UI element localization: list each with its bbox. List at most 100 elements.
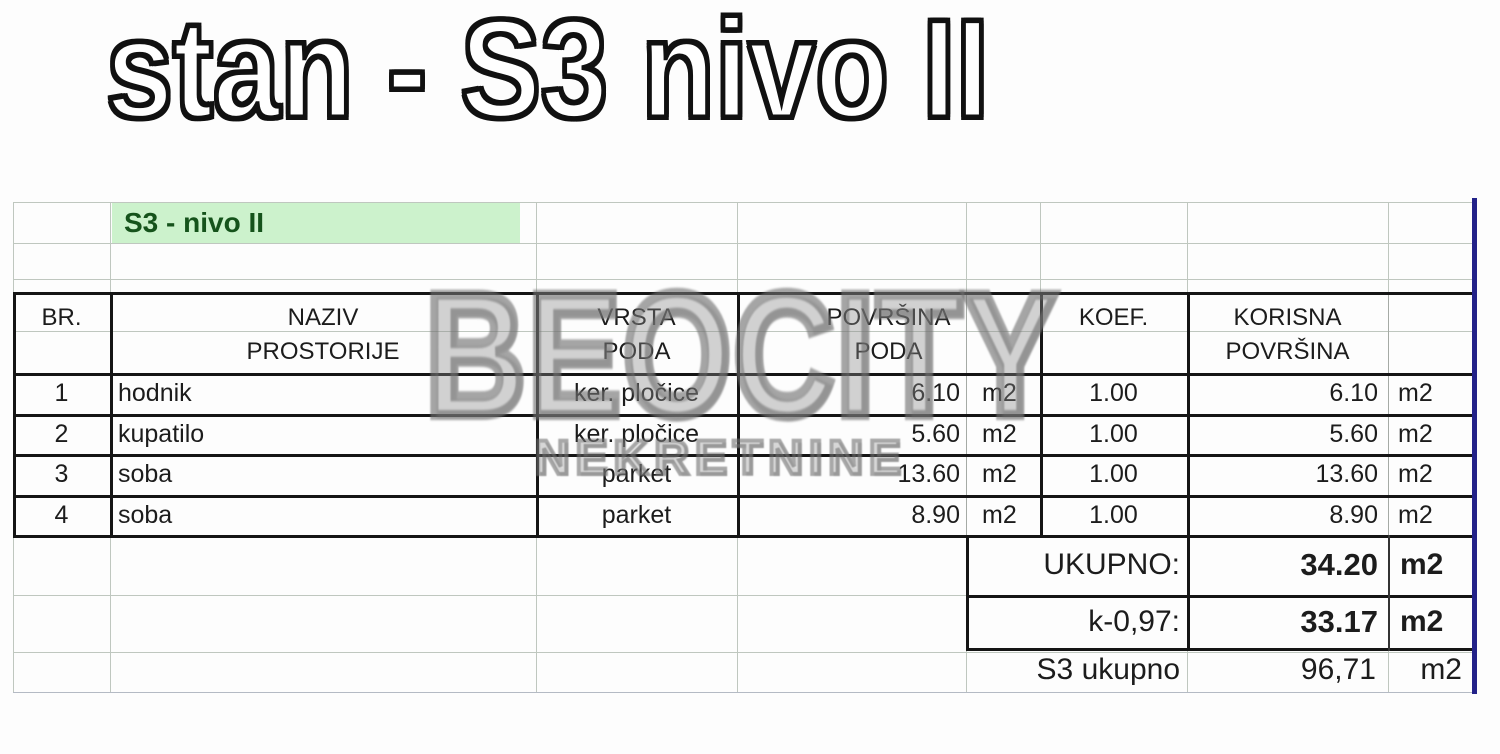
right-edge-border [1472,198,1477,694]
gridline-v [13,202,14,292]
header-korisna: KORISNA POVRŠINA [1187,295,1388,379]
border-v [737,292,740,538]
gridline-v [1388,292,1389,535]
border-h [13,414,1477,417]
cell-vrsta: ker. pločice [573,379,700,407]
gridline-v [110,202,111,292]
header-povrsina-line2: PODA [854,338,923,365]
header-korisna-line2: POVRŠINA [1225,338,1350,365]
gridline-v [1187,202,1188,292]
header-naziv-line1: NAZIV [287,304,359,331]
header-br-label: BR. [41,304,82,331]
gridline-h [13,331,1477,332]
cell-br: 4 [54,500,69,529]
cell-povrsina: 6.10 [911,379,960,407]
cell-korisna: 6.10 [1329,379,1378,407]
cell-unit2: m2 [1398,500,1433,529]
header-naziv: NAZIV PROSTORIJE [110,295,536,379]
header-povrsina-line1: POVRŠINA [826,304,951,331]
cell-naziv: soba [118,500,173,529]
gridline-v [966,648,967,692]
border-h [13,292,1477,295]
cell-vrsta: ker. pločice [573,419,700,448]
gridline-v [966,292,967,535]
border-v [13,292,16,538]
border-h [966,595,1477,598]
cell-unit2: m2 [1398,460,1433,488]
border-v [1187,292,1190,538]
summary-value: 96,71 [1300,653,1376,686]
border-v [1040,292,1043,538]
gridline-h [13,279,1477,280]
gridline-v [13,535,14,692]
summary-label: k-0,97: [1088,604,1180,638]
cell-naziv: hodnik [118,379,192,407]
cell-koef: 1.00 [1089,500,1138,529]
cell-vrsta: parket [601,500,672,529]
cell-br: 2 [54,419,69,448]
cell-br: 1 [54,379,69,407]
cell-br: 3 [54,460,69,488]
border-h [13,454,1477,457]
border-v [110,292,113,538]
gridline-v [1388,648,1389,692]
cell-vrsta: parket [601,460,672,488]
cell-povrsina: 8.90 [911,500,960,529]
gridline-h [13,595,966,596]
gridline-h [13,202,1477,203]
summary-unit: m2 [1420,653,1462,686]
summary-value: 34.20 [1300,547,1378,582]
gridline-v [966,202,967,292]
border-h [13,495,1477,498]
gridline-v [1187,648,1188,692]
gridline-v [536,535,537,692]
summary-unit: m2 [1400,548,1444,581]
header-povrsina: POVRŠINA PODA [737,295,1040,379]
border-v [536,292,539,538]
gridline-v [1040,202,1041,292]
cell-povrsina: 5.60 [911,419,960,448]
summary-label: S3 ukupno [1036,653,1180,686]
cell-unit: m2 [982,500,1017,529]
cell-koef: 1.00 [1089,419,1138,448]
cell-unit2: m2 [1398,379,1433,407]
border-h [966,648,1477,651]
border-h [13,535,1477,538]
gridline-v [536,202,537,292]
gridline-v [1388,202,1389,292]
cell-unit: m2 [982,419,1017,448]
cell-korisna: 8.90 [1329,500,1378,529]
section-title-cell [112,203,520,243]
summary-unit: m2 [1400,604,1444,638]
gridline-v [737,202,738,292]
cell-unit2: m2 [1398,419,1433,448]
page-title: stan - S3 nivo II [104,0,991,147]
cell-korisna: 5.60 [1329,419,1378,448]
cell-unit: m2 [982,460,1017,488]
gridline-v [737,535,738,692]
cell-naziv: kupatilo [118,419,205,448]
cell-koef: 1.00 [1089,460,1138,488]
cell-korisna: 13.60 [1315,460,1378,488]
header-vrsta-line2: PODA [602,338,671,365]
header-korisna-line1: KORISNA [1233,304,1342,331]
border-v [966,535,969,651]
border-v [1388,535,1390,651]
gridline-v [110,535,111,692]
cell-naziv: soba [118,460,173,488]
gridline-h [13,243,1477,244]
header-vrsta-line1: VRSTA [597,304,676,331]
border-v [1187,535,1190,651]
header-vrsta: VRSTA PODA [536,295,737,379]
border-h [13,373,1477,376]
header-koef-label: KOEF. [1078,304,1149,331]
cell-unit: m2 [982,379,1017,407]
gridline-h [13,692,1477,693]
section-title-label: S3 - nivo II [124,207,265,238]
header-koef: KOEF. [1040,295,1187,379]
gridline-h [13,652,1477,653]
summary-value: 33.17 [1300,603,1378,639]
cell-koef: 1.00 [1089,379,1138,407]
header-naziv-line2: PROSTORIJE [246,338,400,365]
